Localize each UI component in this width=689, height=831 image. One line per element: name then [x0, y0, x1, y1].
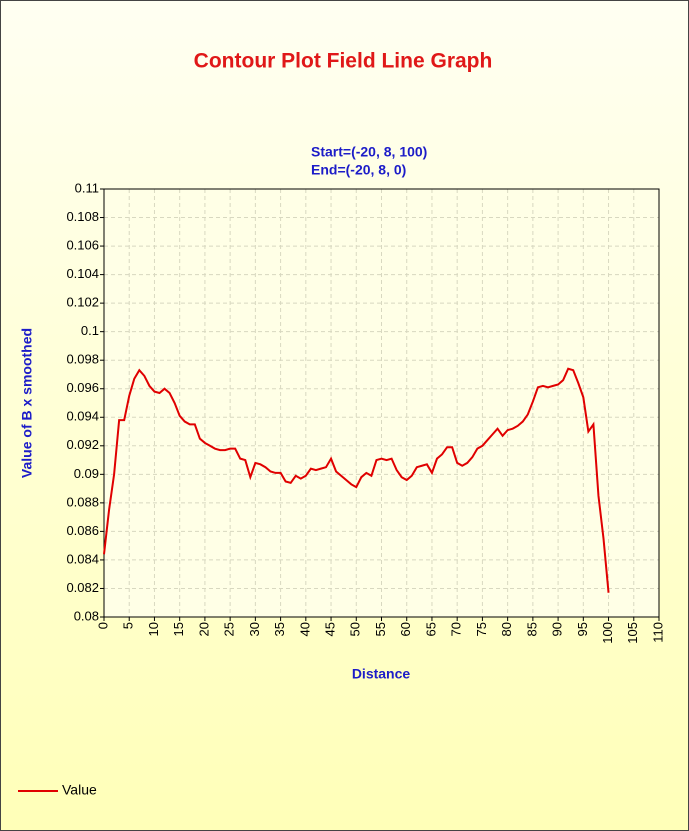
x-tick-label: 75 — [474, 622, 489, 636]
chart-title: Contour Plot Field Line Graph — [194, 50, 493, 73]
y-tick-label: 0.1 — [81, 323, 99, 338]
y-tick-label: 0.084 — [66, 551, 99, 566]
y-axis-label: Value of B x smoothed — [19, 328, 35, 478]
x-axis-label: Distance — [352, 666, 411, 682]
subtitle: End=(-20, 8, 0) — [311, 162, 406, 178]
x-tick-label: 30 — [247, 622, 262, 636]
x-tick-label: 100 — [600, 622, 615, 644]
x-tick-label: 105 — [625, 622, 640, 644]
y-tick-label: 0.09 — [74, 466, 99, 481]
y-tick-label: 0.096 — [66, 380, 99, 395]
x-tick-label: 95 — [575, 622, 590, 636]
subtitle: Start=(-20, 8, 100) — [311, 144, 427, 160]
x-tick-label: 85 — [524, 622, 539, 636]
y-tick-label: 0.08 — [74, 608, 99, 623]
y-tick-label: 0.082 — [66, 580, 99, 595]
y-tick-label: 0.088 — [66, 494, 99, 509]
x-tick-label: 45 — [322, 622, 337, 636]
y-tick-label: 0.092 — [66, 437, 99, 452]
legend-label: Value — [62, 782, 97, 798]
x-tick-label: 20 — [196, 622, 211, 636]
x-tick-label: 25 — [222, 622, 237, 636]
x-tick-label: 60 — [398, 622, 413, 636]
x-tick-label: 110 — [650, 622, 665, 643]
x-tick-label: 70 — [449, 622, 464, 636]
data-line — [103, 367, 610, 593]
y-tick-label: 0.108 — [66, 209, 99, 224]
y-tick-label: 0.106 — [66, 238, 99, 253]
y-tick-label: 0.094 — [66, 409, 99, 424]
y-tick-label: 0.086 — [66, 523, 99, 538]
y-tick-label: 0.104 — [66, 266, 99, 281]
x-tick-label: 55 — [373, 622, 388, 636]
x-tick-label: 40 — [297, 622, 312, 636]
x-tick-label: 90 — [550, 622, 565, 636]
x-tick-label: 50 — [348, 622, 363, 636]
x-tick-label: 15 — [171, 622, 186, 636]
x-tick-label: 80 — [499, 622, 514, 636]
x-tick-label: 65 — [423, 622, 438, 636]
x-tick-label: 10 — [146, 622, 161, 636]
x-tick-label: 35 — [272, 622, 287, 636]
x-tick-label: 5 — [121, 622, 136, 629]
plot-border — [103, 188, 660, 618]
y-tick-label: 0.102 — [66, 295, 99, 310]
x-tick-label: 0 — [95, 622, 110, 629]
y-tick-label: 0.098 — [66, 352, 99, 367]
y-tick-label: 0.11 — [75, 180, 99, 195]
